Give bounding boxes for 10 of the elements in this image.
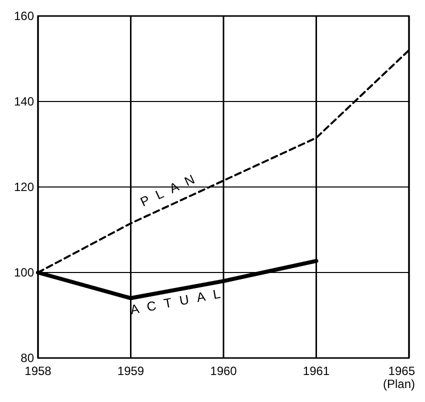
- y-tick-label: 80: [20, 351, 34, 366]
- x-tick-label: 1958: [24, 364, 52, 378]
- y-tick-label: 100: [14, 266, 34, 280]
- x-tick-label: 1960: [210, 364, 238, 378]
- x-tick-label: 1961: [302, 364, 330, 378]
- y-tick-label: 160: [14, 9, 34, 24]
- x-tick-label: 1965 (Plan): [382, 364, 416, 391]
- y-tick-label: 140: [14, 94, 34, 109]
- y-tick-label: 120: [14, 180, 34, 194]
- x-tick-label: 1959: [117, 364, 144, 378]
